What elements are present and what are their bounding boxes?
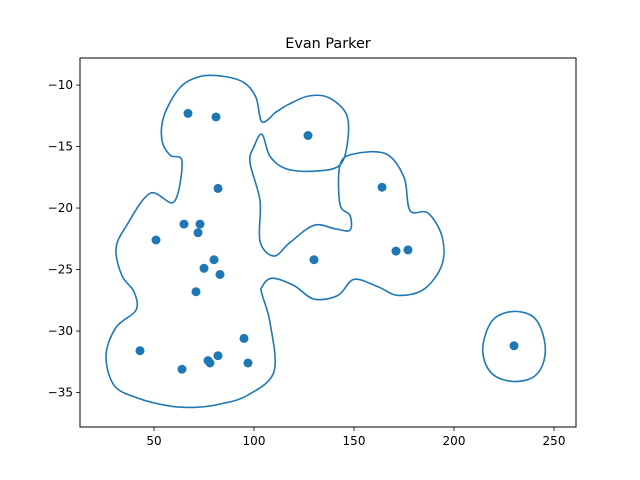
axis-layer: 50 100 150 200 250 −35 −30 −25 −20 −15 −10: [48, 78, 566, 448]
data-point: [377, 182, 387, 192]
data-point: [177, 364, 187, 374]
data-point: [309, 255, 319, 265]
data-point: [403, 245, 413, 255]
data-point: [199, 263, 209, 273]
data-point: [215, 270, 225, 279]
contour-layer: [105, 74, 547, 409]
data-point: [191, 287, 201, 297]
y-tick-label: −30: [48, 324, 73, 338]
data-point: [509, 341, 519, 351]
x-tick-label: 250: [543, 434, 566, 448]
x-tick-label: 150: [343, 434, 366, 448]
density-contour-1: [105, 74, 445, 409]
x-tick-label: 50: [146, 434, 161, 448]
data-point: [209, 255, 219, 265]
data-point: [303, 131, 313, 140]
density-contour-2: [481, 310, 547, 383]
data-point: [211, 112, 221, 122]
data-point: [391, 246, 401, 256]
data-point: [179, 219, 189, 229]
data-point: [239, 333, 249, 343]
plot-frame: [79, 57, 577, 428]
data-point: [135, 346, 145, 356]
data-point: [243, 358, 253, 368]
x-tick-label: 200: [443, 434, 466, 448]
y-tick-label: −20: [48, 201, 73, 215]
data-point: [195, 219, 205, 229]
data-point: [213, 183, 223, 193]
data-point: [183, 108, 193, 118]
data-point: [151, 235, 161, 245]
chart-title: Evan Parker: [285, 36, 371, 52]
x-tick-label: 100: [243, 434, 266, 448]
data-point: [205, 358, 215, 368]
y-tick-label: −25: [48, 263, 73, 277]
y-tick-label: −15: [48, 140, 73, 154]
y-tick-label: −10: [48, 78, 73, 92]
point-layer: [135, 108, 519, 374]
data-point: [193, 228, 203, 238]
data-point: [213, 351, 223, 361]
y-tick-label: −35: [48, 386, 73, 400]
